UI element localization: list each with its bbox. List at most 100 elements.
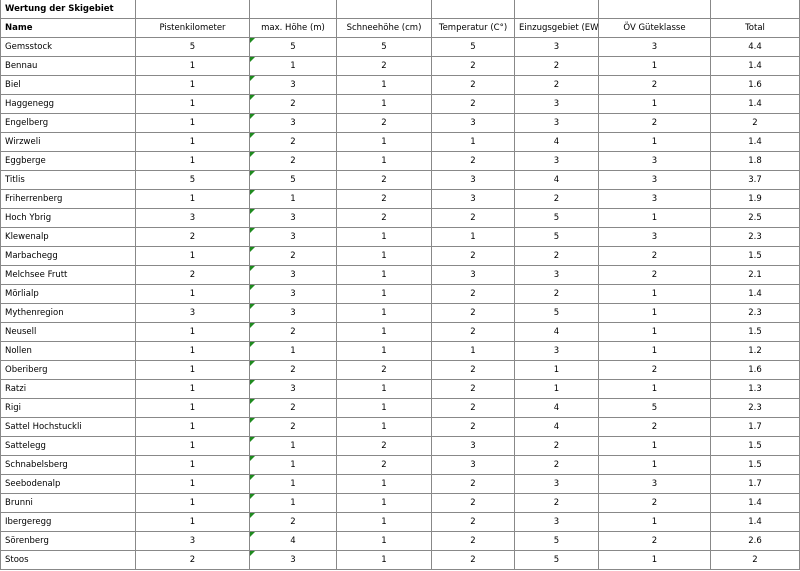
score-cell: 1 <box>136 247 250 266</box>
score-cell: 4 <box>515 323 599 342</box>
score-cell: 1 <box>136 323 250 342</box>
score-cell: 1.3 <box>711 380 800 399</box>
score-cell: 1 <box>337 513 432 532</box>
comment-marker <box>250 532 255 537</box>
score-cell: 1.5 <box>711 323 800 342</box>
score-cell: 1 <box>337 247 432 266</box>
score-cell: 3 <box>515 152 599 171</box>
score-cell: 2 <box>711 551 800 570</box>
score-cell: 1 <box>432 228 515 247</box>
header-cell: Pistenkilometer <box>136 19 250 38</box>
score-cell: 2 <box>515 494 599 513</box>
score-cell: 3 <box>250 304 337 323</box>
score-cell: 1 <box>250 475 337 494</box>
score-cell: 1 <box>136 342 250 361</box>
score-cell: 1.5 <box>711 437 800 456</box>
comment-marker <box>250 57 255 62</box>
score-cell: 1 <box>250 456 337 475</box>
header-cell: ÖV Güteklasse <box>599 19 711 38</box>
score-cell: 2 <box>432 475 515 494</box>
header-cell: Schneehöhe (cm) <box>337 19 432 38</box>
row-name: Oberiberg <box>0 361 136 380</box>
score-cell: 1.4 <box>711 285 800 304</box>
comment-marker <box>250 133 255 138</box>
score-cell: 3.7 <box>711 171 800 190</box>
score-cell: 2.1 <box>711 266 800 285</box>
score-cell: 2 <box>136 266 250 285</box>
score-cell: 1 <box>599 342 711 361</box>
row-name: Hoch Ybrig <box>0 209 136 228</box>
score-cell: 1 <box>432 342 515 361</box>
score-cell: 1 <box>337 399 432 418</box>
row-name: Nollen <box>0 342 136 361</box>
header-cell: Total <box>711 19 800 38</box>
score-cell: 2 <box>250 247 337 266</box>
score-cell: 1.4 <box>711 57 800 76</box>
score-cell: 2 <box>515 437 599 456</box>
score-cell: 3 <box>432 171 515 190</box>
empty-cell <box>711 0 800 19</box>
score-cell: 2 <box>250 418 337 437</box>
score-cell: 2 <box>599 361 711 380</box>
score-cell: 1 <box>136 399 250 418</box>
score-cell: 1 <box>337 342 432 361</box>
score-cell: 1 <box>250 494 337 513</box>
score-cell: 2 <box>250 399 337 418</box>
comment-marker <box>250 266 255 271</box>
score-cell: 1 <box>337 266 432 285</box>
row-name: Stoos <box>0 551 136 570</box>
score-cell: 1.6 <box>711 76 800 95</box>
score-cell: 2 <box>432 513 515 532</box>
score-cell: 2 <box>599 418 711 437</box>
score-cell: 1 <box>136 95 250 114</box>
score-cell: 1 <box>432 133 515 152</box>
comment-marker <box>250 209 255 214</box>
score-cell: 3 <box>136 304 250 323</box>
score-cell: 1 <box>136 437 250 456</box>
comment-marker <box>250 38 255 43</box>
score-cell: 3 <box>515 266 599 285</box>
score-cell: 1 <box>599 57 711 76</box>
row-name: Klewenalp <box>0 228 136 247</box>
row-name: Schnabelsberg <box>0 456 136 475</box>
comment-marker <box>250 228 255 233</box>
score-cell: 5 <box>432 38 515 57</box>
score-cell: 5 <box>515 209 599 228</box>
score-cell: 5 <box>136 38 250 57</box>
row-name: Gemsstock <box>0 38 136 57</box>
score-cell: 2.5 <box>711 209 800 228</box>
row-name: Ratzi <box>0 380 136 399</box>
row-name: Seebodenalp <box>0 475 136 494</box>
score-cell: 1 <box>337 133 432 152</box>
score-cell: 3 <box>599 171 711 190</box>
score-cell: 1 <box>250 342 337 361</box>
score-cell: 1.8 <box>711 152 800 171</box>
score-cell: 1 <box>599 95 711 114</box>
score-cell: 2 <box>432 361 515 380</box>
score-cell: 3 <box>432 190 515 209</box>
score-cell: 2 <box>515 57 599 76</box>
empty-cell <box>250 0 337 19</box>
score-cell: 3 <box>599 475 711 494</box>
score-cell: 2 <box>599 114 711 133</box>
score-cell: 1 <box>337 95 432 114</box>
row-name: Friherrenberg <box>0 190 136 209</box>
score-cell: 1 <box>337 380 432 399</box>
score-cell: 3 <box>250 266 337 285</box>
comment-marker <box>250 247 255 252</box>
score-cell: 1 <box>515 380 599 399</box>
score-cell: 2 <box>515 456 599 475</box>
score-cell: 1 <box>515 361 599 380</box>
score-cell: 1.4 <box>711 133 800 152</box>
comment-marker <box>250 456 255 461</box>
score-cell: 2 <box>250 323 337 342</box>
score-cell: 1 <box>599 323 711 342</box>
score-cell: 1.7 <box>711 418 800 437</box>
score-cell: 2 <box>432 323 515 342</box>
score-cell: 5 <box>136 171 250 190</box>
score-cell: 1 <box>599 437 711 456</box>
score-cell: 1 <box>337 228 432 247</box>
score-cell: 3 <box>250 76 337 95</box>
score-cell: 5 <box>515 228 599 247</box>
